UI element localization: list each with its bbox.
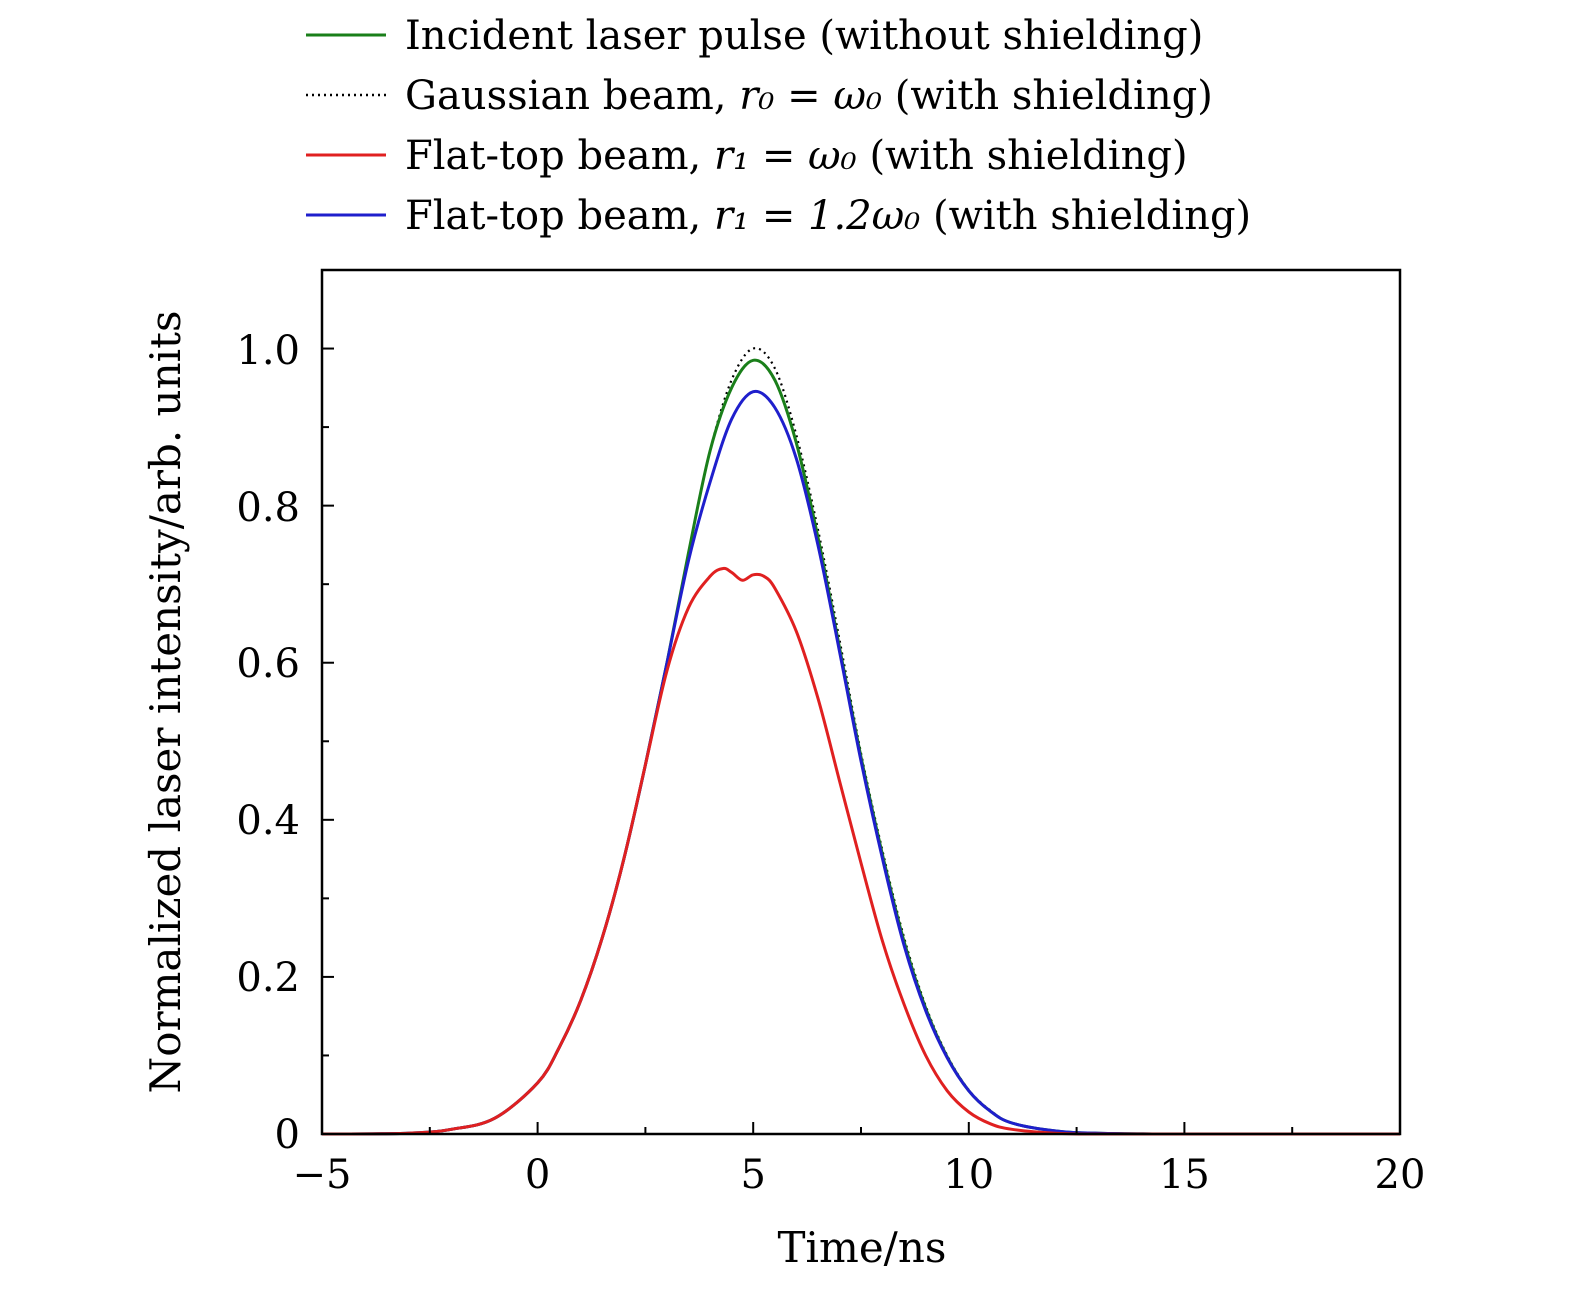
y-tick-label: 1.0 <box>236 328 300 374</box>
x-tick-label: 0 <box>525 1152 550 1198</box>
y-axis-title: Normalized laser intensity/arb. units <box>141 310 190 1093</box>
y-tick-label: 0 <box>275 1112 300 1158</box>
legend-gaussian-math: r₀ = ω₀ <box>739 73 882 119</box>
x-tick-labels: −5 0 5 10 15 20 <box>293 1152 1426 1198</box>
series-line-flattop-2 <box>321 389 1401 1136</box>
plot-frame <box>320 268 1402 1136</box>
series-line-incident <box>321 358 1401 1136</box>
legend-label-gaussian: Gaussian beam, r₀ = ω₀ (with shielding) <box>405 73 1213 119</box>
y-tick-label: 0.8 <box>236 485 300 531</box>
legend-flattop-2-math: r₁ = 1.2ω₀ <box>714 193 920 239</box>
x-tick-label: 20 <box>1375 1152 1426 1198</box>
y-tick-label: 0.2 <box>236 955 300 1001</box>
legend-flattop-1-prefix: Flat-top beam, <box>405 133 701 179</box>
ticks <box>322 269 1294 1134</box>
series-line-gaussian <box>321 347 1401 1136</box>
x-tick-label: 15 <box>1159 1152 1210 1198</box>
legend-label-flattop-1: Flat-top beam, r₁ = ω₀ (with shielding) <box>405 133 1188 179</box>
legend-label-flattop-2: Flat-top beam, r₁ = 1.2ω₀ (with shieldin… <box>405 193 1251 239</box>
x-tick-label: 5 <box>740 1152 765 1198</box>
legend-flattop-1-math: r₁ = ω₀ <box>714 133 857 179</box>
legend-gaussian-suffix: (with shielding) <box>895 73 1213 119</box>
legend: Incident laser pulse (without shielding)… <box>306 13 1251 239</box>
y-tick-labels: 0 0.2 0.4 0.6 0.8 1.0 <box>236 328 300 1158</box>
y-tick-label: 0.6 <box>236 641 300 687</box>
legend-flattop-2-prefix: Flat-top beam, <box>405 193 701 239</box>
x-tick-label: 10 <box>943 1152 994 1198</box>
legend-flattop-1-suffix: (with shielding) <box>869 133 1187 179</box>
x-tick-label: −5 <box>293 1152 352 1198</box>
series-line-flattop-1 <box>321 566 1400 1136</box>
legend-label-incident: Incident laser pulse (without shielding) <box>405 13 1203 59</box>
legend-gaussian-prefix: Gaussian beam, <box>405 73 727 119</box>
series-group <box>321 347 1401 1136</box>
y-tick-label: 0.4 <box>236 798 300 844</box>
legend-flattop-2-suffix: (with shielding) <box>933 193 1251 239</box>
x-axis-title: Time/ns <box>778 1223 947 1272</box>
